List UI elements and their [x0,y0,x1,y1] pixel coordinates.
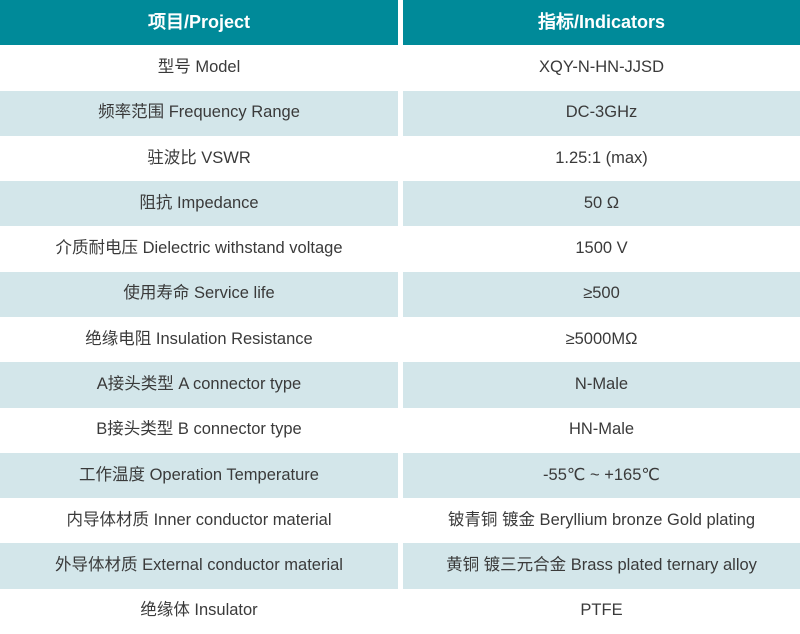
table-row: 工作温度 Operation Temperature -55℃ ~ +165℃ [0,452,800,499]
table-row: 型号 Model XQY-N-HN-JJSD [0,45,800,91]
row-value-cell: XQY-N-HN-JJSD [403,45,800,91]
table-row: 外导体材质 External conductor material 黄铜 镀三元合… [0,543,800,589]
table-row: 内导体材质 Inner conductor material 铍青铜 镀金 Ber… [0,498,800,544]
table-row: 驻波比 VSWR 1.25:1 (max) [0,135,800,182]
row-value-cell: -55℃ ~ +165℃ [403,452,800,499]
row-value-cell: N-Male [403,362,800,408]
row-value-cell: 1500 V [403,226,800,272]
row-value-cell: 黄铜 镀三元合金 Brass plated ternary alloy [403,543,800,589]
row-value-cell: 50 Ω [403,181,800,227]
row-label-cell: B接头类型 B connector type [0,407,398,453]
row-label-cell: 介质耐电压 Dielectric withstand voltage [0,226,398,272]
row-label-cell: 驻波比 VSWR [0,135,398,182]
row-label-cell: 型号 Model [0,45,398,91]
row-label-cell: 阻抗 Impedance [0,181,398,227]
table-header-row: 项目/Project 指标/Indicators [0,0,800,46]
row-value-cell: 铍青铜 镀金 Beryllium bronze Gold plating [403,498,800,544]
table-row: B接头类型 B connector type HN-Male [0,407,800,453]
row-value-cell: 1.25:1 (max) [403,135,800,182]
row-label-cell: 绝缘体 Insulator [0,588,398,634]
row-value-cell: PTFE [403,588,800,634]
row-value-cell: ≥500 [403,271,800,317]
row-label-cell: A接头类型 A connector type [0,362,398,408]
row-label-cell: 绝缘电阻 Insulation Resistance [0,316,398,363]
row-label-cell: 内导体材质 Inner conductor material [0,498,398,544]
row-value-cell: DC-3GHz [403,90,800,136]
header-cell-indicators: 指标/Indicators [403,0,800,46]
table-row: 频率范围 Frequency Range DC-3GHz [0,90,800,136]
row-label-cell: 外导体材质 External conductor material [0,543,398,589]
row-value-cell: HN-Male [403,407,800,453]
row-value-cell: ≥5000MΩ [403,316,800,363]
row-label-cell: 工作温度 Operation Temperature [0,452,398,499]
table-row: 绝缘电阻 Insulation Resistance ≥5000MΩ [0,316,800,363]
table-row: 介质耐电压 Dielectric withstand voltage 1500 V [0,226,800,272]
header-cell-project: 项目/Project [0,0,398,46]
row-label-cell: 频率范围 Frequency Range [0,90,398,136]
table-row: A接头类型 A connector type N-Male [0,362,800,408]
table-row: 使用寿命 Service life ≥500 [0,271,800,317]
table-row: 阻抗 Impedance 50 Ω [0,181,800,227]
row-label-cell: 使用寿命 Service life [0,271,398,317]
table-row: 绝缘体 Insulator PTFE [0,588,800,634]
